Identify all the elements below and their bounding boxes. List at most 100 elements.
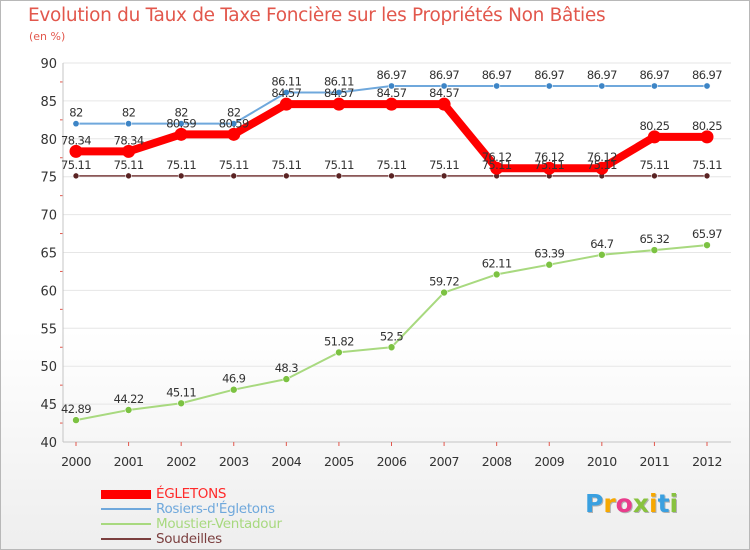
x-tick-label: 2012 bbox=[692, 454, 722, 469]
y-tick-label: 65 bbox=[40, 247, 57, 262]
data-label: 86.97 bbox=[692, 68, 722, 82]
x-tick-label: 2003 bbox=[219, 454, 249, 469]
data-point bbox=[440, 82, 448, 90]
y-tick-label: 80 bbox=[40, 133, 57, 148]
x-tick-label: 2000 bbox=[61, 454, 91, 469]
data-point bbox=[230, 120, 238, 128]
x-tick-label: 2010 bbox=[587, 454, 617, 469]
data-point bbox=[440, 288, 448, 297]
data-label: 75.11 bbox=[219, 158, 249, 172]
data-label: 42.89 bbox=[61, 402, 91, 416]
x-tick-label: 2009 bbox=[534, 454, 564, 469]
data-point bbox=[703, 241, 711, 249]
data-point bbox=[542, 161, 556, 175]
data-label: 80.25 bbox=[639, 119, 669, 133]
data-point bbox=[703, 82, 711, 90]
proxiti-logo: Proxiti bbox=[585, 489, 678, 518]
y-tick-label: 40 bbox=[40, 436, 57, 451]
data-label: 84.57 bbox=[324, 86, 354, 100]
data-point bbox=[650, 82, 658, 90]
legend-swatch bbox=[101, 508, 151, 510]
data-point bbox=[177, 120, 185, 128]
data-label: 80.59 bbox=[219, 116, 249, 130]
data-point bbox=[647, 130, 661, 144]
data-label: 86.97 bbox=[639, 68, 669, 82]
legend-label: Rosiers-d'Égletons bbox=[156, 501, 275, 517]
data-point bbox=[227, 127, 241, 141]
x-tick-label: 2004 bbox=[271, 454, 301, 469]
data-label: 64.7 bbox=[590, 237, 613, 251]
data-point bbox=[282, 88, 290, 96]
data-label: 80.25 bbox=[692, 119, 722, 133]
y-tick-label: 75 bbox=[40, 171, 57, 186]
x-tick-label: 2006 bbox=[377, 454, 407, 469]
data-point bbox=[388, 172, 395, 180]
logo-letter: i bbox=[649, 489, 658, 518]
data-label: 59.72 bbox=[429, 275, 459, 289]
data-label: 52.5 bbox=[380, 329, 403, 343]
data-label: 82 bbox=[69, 106, 83, 120]
logo-letter: i bbox=[669, 489, 679, 518]
data-point bbox=[651, 172, 658, 180]
data-point bbox=[124, 406, 133, 414]
data-label: 84.57 bbox=[271, 86, 301, 100]
legend-label: Soudeilles bbox=[156, 531, 222, 547]
chart-title: Evolution du Taux de Taxe Foncière sur l… bbox=[28, 5, 606, 26]
data-label: 82 bbox=[122, 106, 136, 120]
data-point bbox=[177, 172, 185, 180]
data-point bbox=[387, 343, 396, 352]
data-point bbox=[387, 82, 395, 90]
data-label: 46.9 bbox=[222, 372, 245, 386]
data-point bbox=[229, 385, 238, 394]
data-label: 78.34 bbox=[61, 133, 91, 147]
data-point bbox=[335, 172, 343, 180]
data-point bbox=[545, 260, 554, 269]
data-point bbox=[700, 130, 714, 144]
legend-swatch bbox=[101, 489, 151, 499]
data-label: 65.97 bbox=[692, 227, 722, 241]
data-label: 86.11 bbox=[324, 74, 354, 88]
data-label: 75.11 bbox=[114, 158, 144, 172]
y-tick-label: 70 bbox=[40, 209, 57, 224]
data-point bbox=[335, 88, 343, 96]
data-point bbox=[177, 399, 185, 408]
data-label: 75.11 bbox=[324, 158, 354, 172]
x-tick-label: 2011 bbox=[640, 454, 670, 469]
data-label: 75.11 bbox=[587, 158, 617, 172]
data-label: 75.11 bbox=[692, 158, 722, 172]
data-point bbox=[490, 161, 504, 175]
data-label: 78.34 bbox=[114, 133, 144, 147]
data-point bbox=[69, 144, 83, 158]
data-label: 75.11 bbox=[429, 158, 459, 172]
data-point bbox=[703, 172, 711, 180]
data-point bbox=[122, 144, 136, 158]
x-tick-label: 2005 bbox=[324, 454, 354, 469]
data-point bbox=[72, 172, 80, 180]
y-tick-label: 45 bbox=[40, 398, 57, 413]
data-label: 44.22 bbox=[114, 392, 144, 406]
legend-swatch bbox=[101, 523, 151, 525]
legend-label: Moustier-Ventadour bbox=[156, 516, 282, 532]
data-label: 80.59 bbox=[166, 116, 196, 130]
data-point bbox=[545, 82, 553, 90]
data-label: 62.11 bbox=[482, 256, 512, 270]
data-point bbox=[598, 250, 606, 259]
data-label: 75.11 bbox=[377, 158, 407, 172]
data-point bbox=[283, 172, 290, 180]
data-label: 76.12 bbox=[587, 150, 617, 164]
legend-label: ÉGLETONS bbox=[156, 486, 227, 502]
y-tick-label: 90 bbox=[40, 57, 57, 72]
data-point bbox=[282, 375, 291, 383]
y-tick-label: 60 bbox=[40, 284, 57, 299]
logo-letter: o bbox=[615, 489, 633, 518]
data-label: 63.39 bbox=[534, 247, 564, 261]
x-tick-label: 2007 bbox=[429, 454, 459, 469]
data-point bbox=[650, 246, 659, 254]
data-label: 86.97 bbox=[377, 68, 407, 82]
data-point bbox=[437, 97, 451, 111]
data-label: 86.97 bbox=[587, 68, 617, 82]
y-tick-label: 50 bbox=[40, 360, 57, 375]
chart-subtitle: (en %) bbox=[29, 30, 66, 43]
